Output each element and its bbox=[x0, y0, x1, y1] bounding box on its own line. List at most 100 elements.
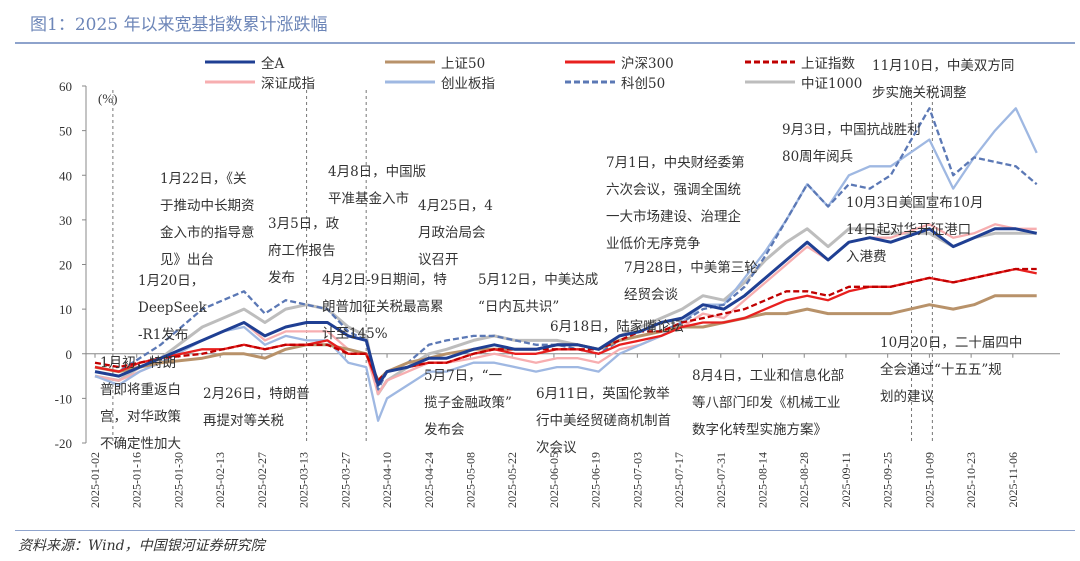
x-tick-label: 2025-11-06 bbox=[1006, 452, 1020, 508]
x-tick-label: 2025-01-16 bbox=[130, 452, 144, 508]
line-chart: 60 50 40 30 20 10 0 -10 -20 (%) 2025-01-02 2025-01-… bbox=[55, 79, 1060, 508]
legend-label: 上证指数 bbox=[801, 56, 855, 72]
title-divider bbox=[15, 42, 1075, 44]
x-tick-label: 2025-10-09 bbox=[922, 452, 936, 508]
annotation-line: 次会议 bbox=[536, 440, 577, 456]
event-annotation: 1月初，特朗 普即将重返白 宫，对华政策 不确定性加大 bbox=[100, 354, 181, 462]
legend-item: 全A bbox=[205, 52, 284, 72]
annotation-line: 3月5日，政 bbox=[268, 216, 340, 232]
x-tick-label: 2025-05-08 bbox=[463, 452, 477, 508]
event-annotation: 7月1日，中央财经委第 六次会议，强调全国统 一大市场建设、治理企 业低价无序竞争 bbox=[606, 154, 745, 262]
annotation-line: 80周年阅兵 bbox=[782, 149, 854, 165]
event-annotation: 1月22日，《关 于推动中长期资 金入市的指导意 见》出台 bbox=[160, 170, 255, 278]
annotation-line: 1月初，特朗 bbox=[100, 355, 177, 371]
y-axis-unit: (%) bbox=[98, 91, 118, 106]
annotation-line: 发布会 bbox=[424, 422, 465, 438]
annotation-line: 4月2日-9日期间，特 bbox=[322, 272, 447, 288]
x-tick-label: 2025-03-13 bbox=[297, 452, 311, 508]
legend-item: 上证指数 bbox=[745, 52, 855, 72]
annotation-line: 月政治局会 bbox=[418, 225, 486, 241]
annotation-line: 6月18日，陆家嘴论坛 bbox=[550, 319, 684, 335]
event-annotation: 3月5日，政 府工作报告 发布 bbox=[268, 215, 339, 296]
annotation-line: 于推动中长期资 bbox=[160, 198, 255, 214]
annotation-line: 见》出台 bbox=[160, 252, 214, 268]
annotation-line: 朗普加征关税最高累 bbox=[322, 299, 444, 315]
legend-swatch bbox=[385, 80, 435, 84]
annotation-line: 2月26日，特朗普 bbox=[203, 386, 310, 402]
x-tick-label: 2025-07-17 bbox=[672, 452, 686, 508]
y-tick-label: -20 bbox=[55, 436, 72, 451]
x-tick-label: 2025-03-27 bbox=[338, 452, 352, 508]
event-annotation: 10月20日，二十届四中 全会通过“十五五”规 划的建议 bbox=[880, 334, 1022, 415]
series-line-中证1000 bbox=[94, 227, 1037, 396]
annotation-line: 9月3日，中国抗战胜利 bbox=[782, 122, 921, 138]
annotation-line: 不确定性加大 bbox=[100, 436, 181, 452]
legend-label: 沪深300 bbox=[621, 56, 674, 72]
event-annotation: 2月26日，特朗普 再提对等关税 bbox=[203, 385, 310, 439]
annotation-line: 4月25日，4 bbox=[418, 198, 493, 214]
y-tick-label: 50 bbox=[59, 124, 72, 139]
x-tick-label: 2025-02-27 bbox=[255, 452, 269, 508]
event-annotation: 4月8日，中国版 平准基金入市 bbox=[328, 163, 426, 217]
x-tick-label: 2025-10-23 bbox=[964, 452, 978, 508]
legend-label: 深证成指 bbox=[261, 76, 315, 92]
legend-label: 上证50 bbox=[441, 56, 486, 72]
annotation-line: 再提对等关税 bbox=[203, 413, 284, 429]
x-tick-label: 2025-04-24 bbox=[422, 452, 436, 508]
event-annotation: 10月3日美国宣布10月 14日起对华开征港口 入港费 bbox=[846, 194, 983, 275]
event-annotation: 1月20日， DeepSeek -R1发布 bbox=[138, 272, 207, 353]
legend-label: 创业板指 bbox=[441, 76, 495, 92]
annotation-line: 议召开 bbox=[418, 252, 459, 268]
legend-swatch bbox=[385, 60, 435, 64]
x-tick-label: 2025-01-30 bbox=[171, 452, 185, 508]
event-annotation: 9月3日，中国抗战胜利 80周年阅兵 bbox=[782, 121, 921, 175]
x-tick-label: 2025-05-22 bbox=[505, 452, 519, 508]
annotation-line: 1月20日， bbox=[138, 273, 205, 289]
event-annotation: 4月2日-9日期间，特 朗普加征关税最高累 计至145% bbox=[322, 271, 447, 352]
annotation-line: 6月11日，英国伦敦举 bbox=[536, 386, 670, 402]
x-tick-label: 2025-07-31 bbox=[714, 452, 728, 508]
x-tick-label: 2025-01-02 bbox=[88, 452, 102, 508]
annotation-line: 行中美经贸磋商机制首 bbox=[536, 413, 671, 429]
event-annotation: 5月7日，“一 揽子金融政策” 发布会 bbox=[424, 367, 512, 448]
annotation-line: 1月22日，《关 bbox=[160, 171, 247, 187]
annotation-line: 一大市场建设、治理企 bbox=[606, 209, 741, 225]
annotation-line: 平准基金入市 bbox=[328, 191, 409, 207]
event-annotation: 11月10日，中美双方同 步实施关税调整 bbox=[872, 57, 1014, 111]
legend-item: 上证50 bbox=[385, 52, 485, 72]
annotation-line: 10月3日美国宣布10月 bbox=[846, 195, 984, 211]
annotation-line: 经贸会谈 bbox=[624, 287, 678, 303]
annotation-line: 金入市的指导意 bbox=[160, 225, 255, 241]
x-tick-label: 2025-08-28 bbox=[797, 452, 811, 508]
x-tick-label: 2025-09-25 bbox=[881, 452, 895, 508]
source-note: 资料来源：Wind，中国银河证券研究院 bbox=[18, 538, 265, 554]
legend-item: 中证1000 bbox=[745, 72, 862, 92]
annotation-line: 发布 bbox=[268, 270, 295, 286]
annotation-line: 5月7日，“一 bbox=[424, 368, 503, 384]
y-tick-label: 60 bbox=[59, 79, 72, 94]
annotation-line: 普即将重返白 bbox=[100, 382, 181, 398]
event-annotation: 5月12日，中美达成 “日内瓦共识” bbox=[478, 271, 598, 325]
series-line-创业板指 bbox=[94, 107, 1038, 422]
annotation-line: “日内瓦共识” bbox=[478, 299, 560, 315]
y-tick-label: 40 bbox=[59, 168, 72, 183]
annotation-line: 等八部门印发《机械工业 bbox=[692, 395, 841, 411]
annotation-line: 六次会议，强调全国统 bbox=[606, 182, 741, 198]
y-tick-label: 20 bbox=[59, 258, 72, 273]
y-tick-label: 30 bbox=[59, 213, 72, 228]
series-line-上证指数 bbox=[94, 267, 1037, 382]
annotation-line: 划的建议 bbox=[880, 389, 934, 405]
annotation-line: 8月4日，工业和信息化部 bbox=[692, 368, 845, 384]
legend-item: 深证成指 bbox=[205, 72, 315, 92]
legend-swatch bbox=[205, 60, 255, 64]
legend-swatch bbox=[565, 80, 615, 84]
y-tick-label: -10 bbox=[55, 391, 72, 406]
annotation-line: -R1发布 bbox=[138, 327, 189, 343]
event-annotation: 7月28日，中美第三轮 经贸会谈 bbox=[624, 259, 758, 313]
legend-item: 科创50 bbox=[565, 72, 665, 92]
x-tick-label: 2025-07-03 bbox=[630, 452, 644, 508]
legend-swatch bbox=[745, 60, 795, 64]
event-annotation: 6月18日，陆家嘴论坛 bbox=[550, 318, 684, 345]
event-annotation: 4月25日，4 月政治局会议召开 bbox=[418, 197, 493, 278]
